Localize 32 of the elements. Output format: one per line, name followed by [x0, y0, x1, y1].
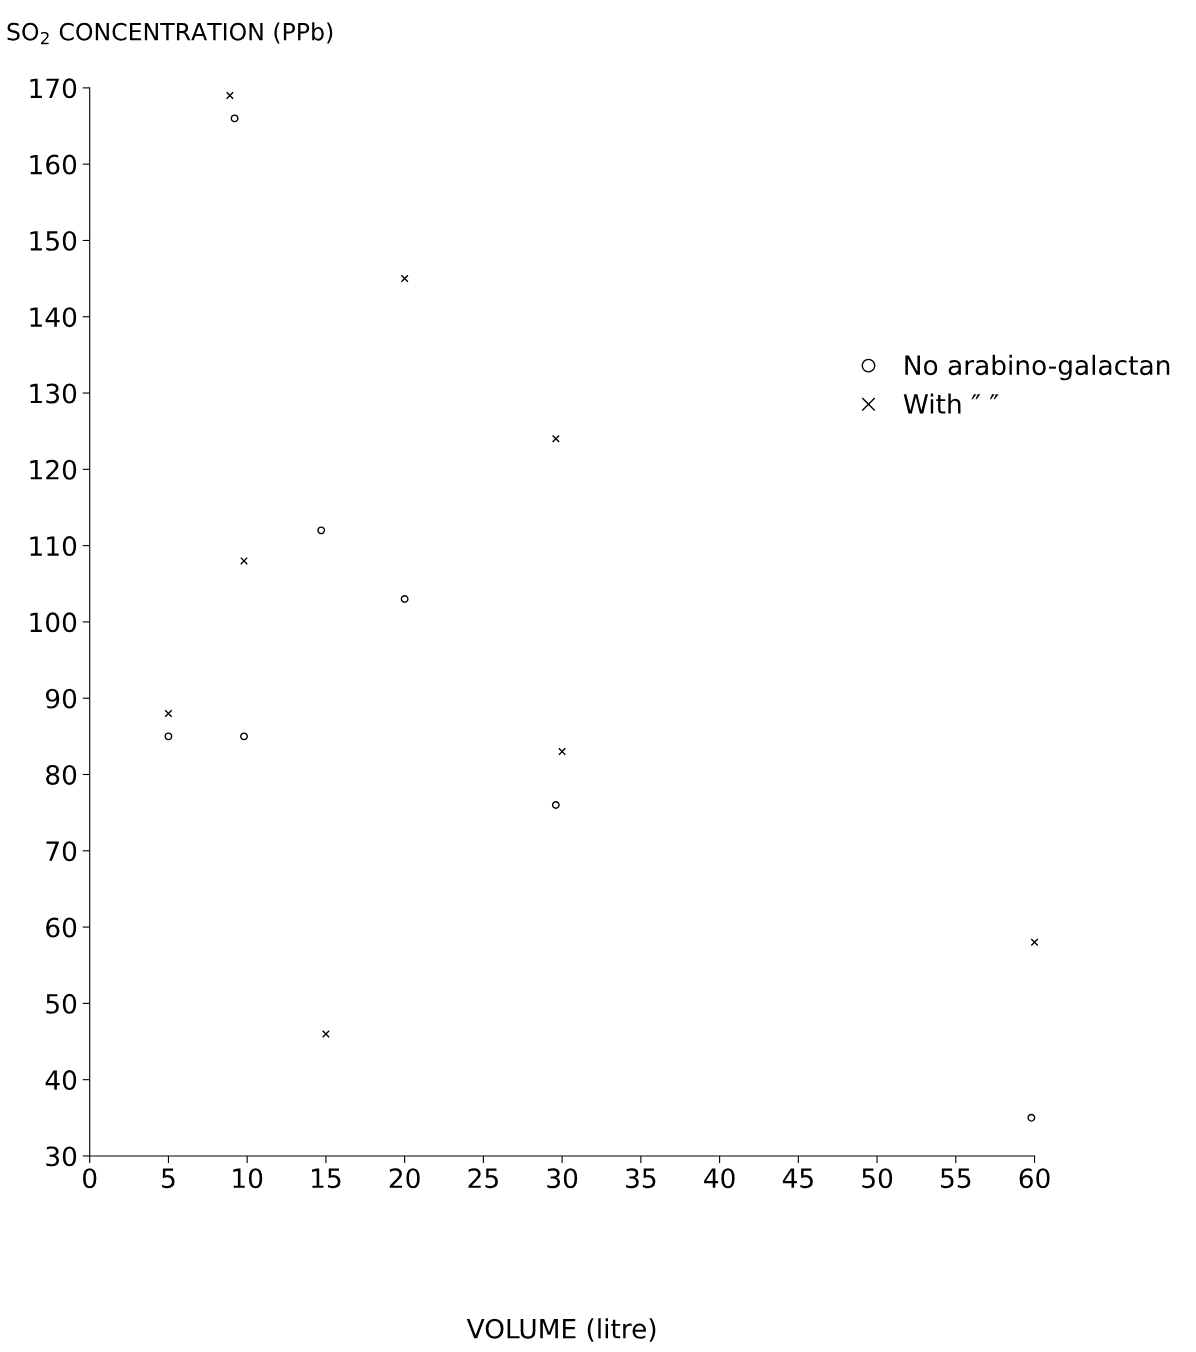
x-tick-label: 50 [862, 1168, 893, 1189]
y-tick-label: 70 [46, 841, 77, 862]
y-tick-label: 140 [30, 307, 77, 328]
x-tick-label: 30 [547, 1168, 578, 1189]
x-tick-label: 25 [468, 1168, 498, 1189]
y-tick-label: 120 [30, 459, 77, 480]
x-tick-label: 55 [941, 1168, 971, 1189]
x-tick-label: 60 [1019, 1168, 1050, 1189]
x-tick-label: 20 [389, 1168, 420, 1189]
x-tick-label: 45 [782, 1168, 813, 1189]
y-tick-label: 130 [30, 383, 77, 404]
x-tick-label: 15 [312, 1168, 341, 1189]
y-tick-label: 110 [30, 536, 77, 557]
y-tick-label: 150 [30, 230, 77, 251]
y-tick-label: 40 [45, 1070, 77, 1091]
y-tick-label: 90 [45, 688, 77, 709]
x-tick-label: 40 [704, 1168, 735, 1189]
y-axis-title: SO$_{2}$ CONCENTRATION (PPb) [7, 22, 333, 45]
x-tick-label: 10 [233, 1168, 263, 1189]
y-tick-label: 160 [30, 154, 77, 175]
y-tick-label: 170 [30, 78, 77, 99]
legend-label: No arabino-galactan [905, 354, 1170, 381]
y-tick-label: 30 [46, 1146, 77, 1167]
y-tick-label: 50 [46, 993, 77, 1014]
y-tick-label: 100 [30, 612, 77, 633]
legend-label: With ″ ″ [903, 393, 999, 414]
x-axis-title: VOLUME (litre) [466, 1318, 656, 1342]
x-tick-label: 35 [626, 1168, 656, 1189]
y-tick-label: 80 [46, 764, 77, 785]
x-tick-label: 0 [83, 1168, 97, 1189]
x-tick-label: 5 [162, 1168, 175, 1189]
y-tick-label: 60 [46, 917, 77, 938]
